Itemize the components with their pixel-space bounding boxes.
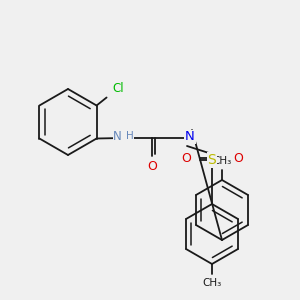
Text: O: O [181,152,191,166]
Text: N: N [113,130,122,142]
Text: Cl: Cl [112,82,124,94]
Text: H: H [126,131,134,141]
Text: CH₃: CH₃ [202,278,222,288]
Text: O: O [147,160,157,173]
Text: S: S [208,153,216,167]
Text: CH₃: CH₃ [212,156,232,166]
Text: N: N [185,130,195,143]
Text: O: O [233,152,243,166]
